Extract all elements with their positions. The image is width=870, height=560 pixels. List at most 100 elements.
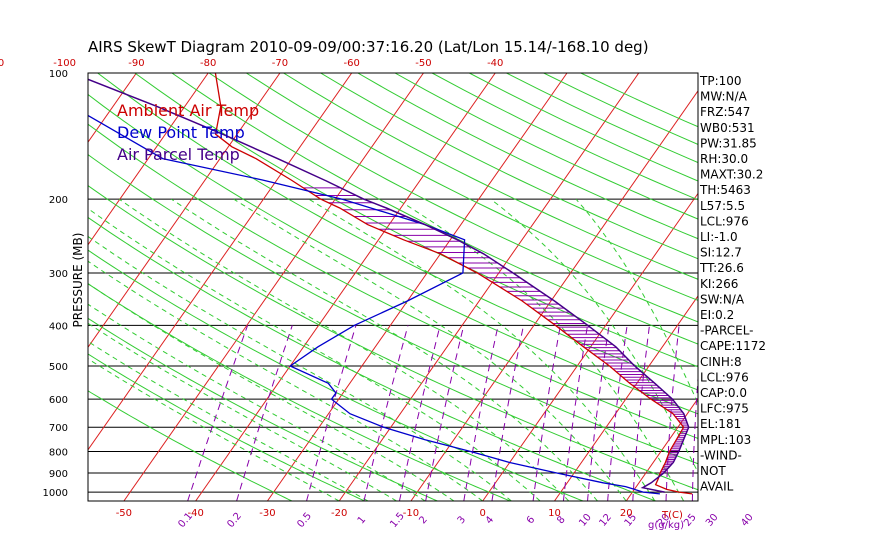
bottom-temp-tick: 0 bbox=[480, 508, 486, 519]
mixing-ratio-tick: 6 bbox=[525, 514, 538, 526]
index-item: SI:12.7 bbox=[700, 246, 742, 260]
mixing-ratio-tick: 1 bbox=[356, 514, 369, 526]
mixing-ratio-line bbox=[562, 325, 589, 501]
bottom-temp-tick: -20 bbox=[331, 508, 347, 519]
dry-adiabat bbox=[134, 73, 698, 368]
index-item: MPL:103 bbox=[700, 433, 751, 447]
index-item: WB0:531 bbox=[700, 121, 755, 135]
dry-adiabat bbox=[88, 184, 698, 491]
dry-adiabat bbox=[88, 390, 293, 501]
dry-adiabat bbox=[88, 153, 698, 465]
dry-adiabat bbox=[246, 73, 698, 301]
moist-adiabat bbox=[88, 235, 512, 501]
pressure-tick-700: 700 bbox=[49, 423, 68, 434]
index-item: EI:0.2 bbox=[700, 308, 734, 322]
top-temp-tick: -70 bbox=[272, 58, 288, 69]
index-item: LI:-1.0 bbox=[700, 230, 738, 244]
bottom-temp-tick: 10 bbox=[548, 508, 561, 519]
isotherm bbox=[842, 73, 870, 501]
index-item: CAPE:1172 bbox=[700, 339, 766, 353]
legend: Ambient Air Temp Dew Point Temp Air Parcel… bbox=[117, 101, 259, 164]
index-item: TH:5463 bbox=[699, 183, 751, 197]
mixing-ratio-label: g(g/kg) bbox=[648, 520, 684, 531]
moist-adiabat bbox=[575, 198, 698, 405]
isotherm bbox=[0, 73, 65, 501]
mixing-ratio-line bbox=[665, 325, 680, 501]
bottom-temp-tick: -10 bbox=[403, 508, 419, 519]
profile-dew-point-temp bbox=[88, 114, 660, 495]
index-item: MAXT:30.2 bbox=[700, 168, 763, 182]
index-item: KI:266 bbox=[700, 277, 738, 291]
pressure-tick-1000: 1000 bbox=[43, 488, 68, 499]
isotherm bbox=[88, 73, 281, 349]
mixing-ratio-tick: 3 bbox=[456, 514, 469, 526]
sounding-profiles bbox=[88, 73, 693, 495]
profile-ambient-air-temp bbox=[214, 73, 693, 495]
index-item: NOT bbox=[700, 464, 726, 478]
mixing-ratio-tick: 40 bbox=[739, 512, 756, 529]
mixing-ratio-line bbox=[306, 325, 357, 501]
dry-adiabat bbox=[320, 73, 698, 260]
moist-adiabat bbox=[88, 303, 426, 501]
top-temp-tick: -100 bbox=[53, 58, 76, 69]
mixing-ratio-line bbox=[425, 325, 465, 501]
pressure-tick-900: 900 bbox=[49, 469, 68, 480]
dry-adiabat bbox=[171, 73, 698, 345]
mixing-ratio-tick: 30 bbox=[704, 512, 721, 529]
index-item: EL:181 bbox=[700, 417, 741, 431]
mixing-ratio-line bbox=[532, 325, 561, 501]
mixing-ratio-tick: 25 bbox=[682, 512, 699, 529]
moist-adiabat bbox=[88, 283, 455, 501]
dry-adiabat bbox=[88, 283, 511, 501]
cape-hatching bbox=[303, 187, 689, 477]
mixing-ratio-tick: 0.5 bbox=[295, 511, 314, 530]
mixing-ratio-tick: 10 bbox=[577, 512, 594, 529]
dry-adiabat bbox=[88, 353, 365, 501]
legend-entry: Air Parcel Temp bbox=[117, 145, 240, 164]
pressure-tick-400: 400 bbox=[49, 321, 68, 332]
mixing-ratio-tick: 0.2 bbox=[225, 511, 244, 530]
moist-adiabat bbox=[118, 198, 570, 501]
index-item: MW:N/A bbox=[700, 90, 748, 104]
mixing-ratio-tick: 8 bbox=[555, 514, 568, 526]
dry-adiabat bbox=[88, 123, 698, 440]
dry-adiabat bbox=[88, 216, 656, 501]
pressure-tick-300: 300 bbox=[49, 269, 68, 280]
moist-adiabat bbox=[171, 198, 598, 501]
bottom-temp-tick: 20 bbox=[620, 508, 633, 519]
index-item: L57:5.5 bbox=[700, 199, 745, 213]
mixing-ratio-tick: 4 bbox=[484, 514, 497, 526]
mixing-ratio-tick: 2 bbox=[417, 514, 430, 526]
index-item: CAP:0.0 bbox=[700, 386, 747, 400]
top-temp-tick: -40 bbox=[487, 58, 503, 69]
isotherm bbox=[482, 192, 698, 501]
dry-adiabat bbox=[97, 73, 698, 391]
top-temp-tick: -80 bbox=[200, 58, 216, 69]
isotherm bbox=[123, 73, 424, 501]
isotherm bbox=[88, 73, 209, 246]
isotherm bbox=[554, 295, 698, 501]
index-item: LCL:976 bbox=[700, 370, 749, 384]
pressure-tick-500: 500 bbox=[49, 362, 68, 373]
dry-adiabat bbox=[208, 73, 698, 323]
mixing-ratio-line bbox=[236, 325, 293, 501]
mixing-ratio-tick: 12 bbox=[597, 512, 614, 529]
index-item: RH:30.0 bbox=[700, 152, 748, 166]
bottom-temp-tick: -50 bbox=[116, 508, 132, 519]
legend-entry: Dew Point Temp bbox=[117, 123, 245, 142]
pressure-tick-200: 200 bbox=[49, 195, 68, 206]
top-temp-tick: -90 bbox=[128, 58, 144, 69]
chart-title: AIRS SkewT Diagram 2010-09-09/00:37:16.2… bbox=[88, 38, 649, 56]
index-item: TT:26.6 bbox=[699, 261, 744, 275]
moist-adiabat bbox=[88, 358, 340, 501]
index-item: AVAIL bbox=[700, 480, 734, 494]
moist-adiabat bbox=[233, 198, 627, 501]
index-item: SW:N/A bbox=[700, 292, 745, 306]
dry-adiabat bbox=[283, 73, 698, 280]
mixing-ratio-line bbox=[463, 325, 499, 501]
moist-adiabat bbox=[88, 260, 483, 501]
isotherm bbox=[338, 73, 640, 501]
pressure-tick-800: 800 bbox=[49, 448, 68, 459]
